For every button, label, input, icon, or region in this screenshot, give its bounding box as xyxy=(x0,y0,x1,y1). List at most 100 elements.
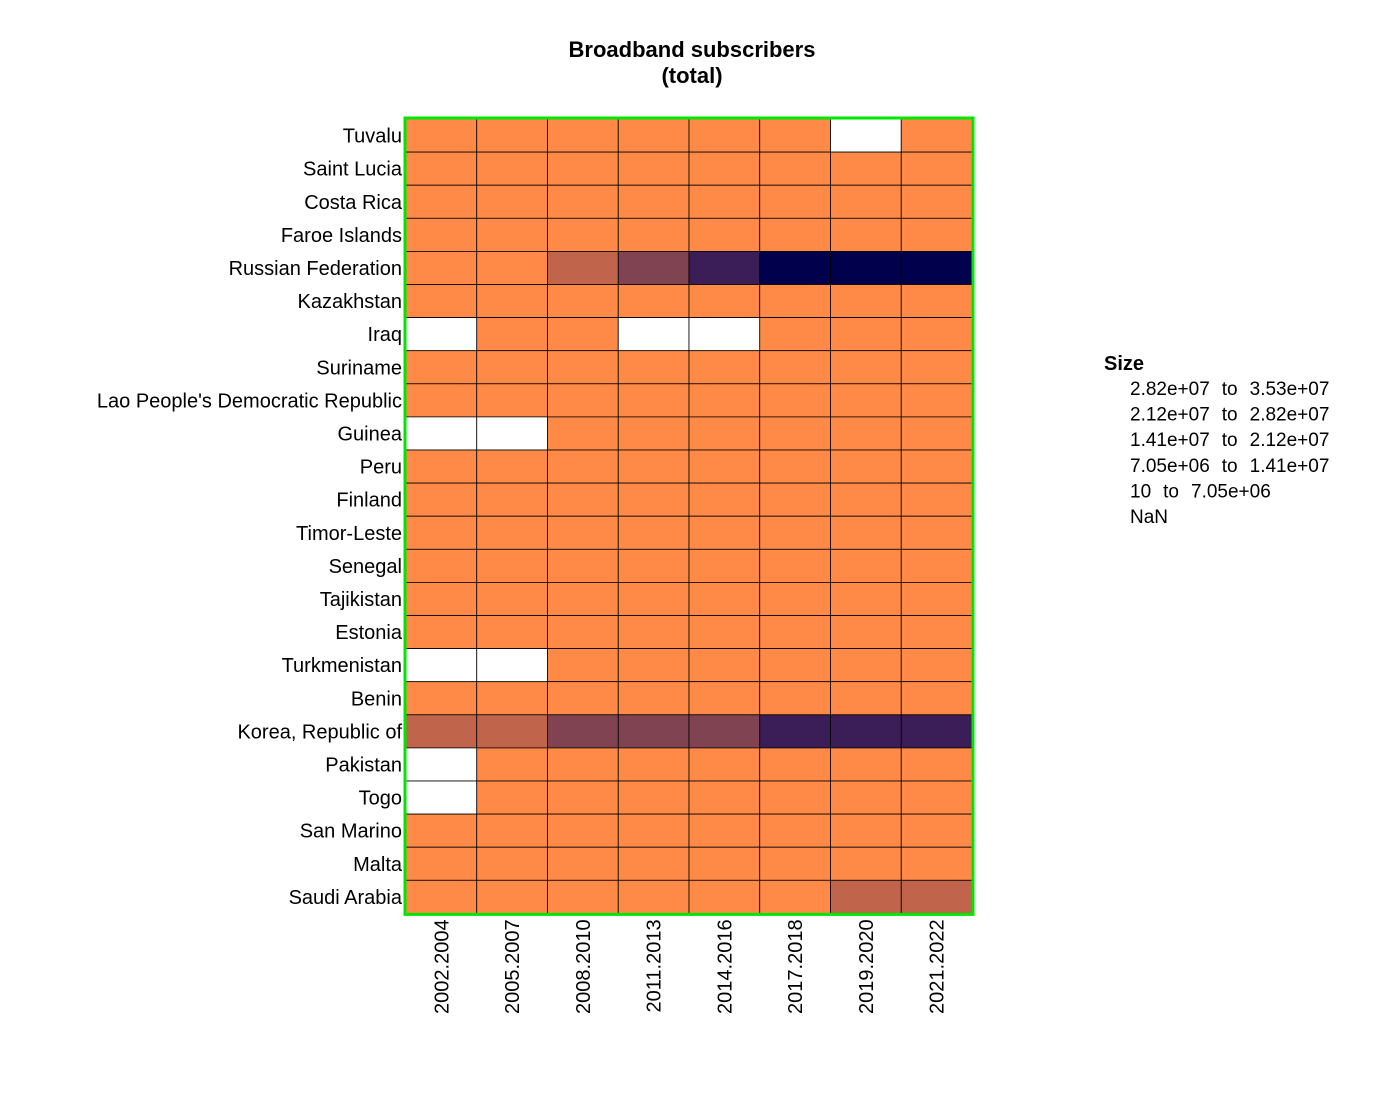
heatmap-cell xyxy=(547,416,619,451)
heatmap-cell xyxy=(405,416,478,451)
heatmap-cell xyxy=(617,714,690,749)
heatmap-cell xyxy=(547,217,619,252)
heatmap-cell xyxy=(617,250,690,285)
heatmap-cell xyxy=(547,515,619,550)
heatmap-cell xyxy=(547,250,619,285)
legend-entry: NaN xyxy=(1130,507,1168,528)
legend-title: Size xyxy=(1104,353,1144,375)
heatmap-cell xyxy=(617,217,690,252)
heatmap-cell xyxy=(830,879,902,914)
heatmap-cell xyxy=(405,813,478,848)
heatmap-cell xyxy=(830,714,902,749)
heatmap-cell xyxy=(759,879,831,914)
heatmap-cell xyxy=(688,780,761,815)
heatmap-cell xyxy=(405,846,478,881)
heatmap-cell xyxy=(900,780,973,815)
heatmap-cell xyxy=(759,846,831,881)
y-tick-label: Saint Lucia xyxy=(303,159,403,181)
heatmap-cell xyxy=(476,780,548,815)
heatmap-cell xyxy=(830,548,902,583)
heatmap-cell xyxy=(617,350,690,385)
heatmap-cell xyxy=(476,747,548,782)
heatmap-cell xyxy=(405,681,478,716)
heatmap-cell xyxy=(476,217,548,252)
legend-entry: 1.41e+07 to 2.12e+07 xyxy=(1130,430,1329,451)
legend-entry-label: 7.05e+06 to 1.41e+07 xyxy=(1130,456,1329,477)
heatmap-cell xyxy=(547,780,619,815)
heatmap-cell xyxy=(759,250,831,285)
heatmap-cell xyxy=(617,151,690,186)
heatmap-cell xyxy=(900,846,973,881)
heatmap-cell xyxy=(405,449,478,484)
heatmap-cell xyxy=(900,118,973,153)
heatmap-cell xyxy=(688,383,761,418)
heatmap-cell xyxy=(900,151,973,186)
heatmap-cell xyxy=(830,482,902,517)
heatmap-cell xyxy=(617,118,690,153)
heatmap-cell xyxy=(900,350,973,385)
heatmap-cell xyxy=(830,350,902,385)
heatmap-cell xyxy=(900,482,973,517)
x-tick-label: 2002.2004 xyxy=(431,919,453,1014)
heatmap-cell xyxy=(759,648,831,683)
heatmap-cell xyxy=(617,615,690,649)
legend-entry: 7.05e+06 to 1.41e+07 xyxy=(1130,456,1329,477)
heatmap-cell xyxy=(759,548,831,583)
heatmap-cell xyxy=(900,879,973,914)
heatmap-cell xyxy=(688,449,761,484)
heatmap-cell xyxy=(900,217,973,252)
heatmap-cell xyxy=(830,681,902,716)
y-tick-label: Russian Federation xyxy=(229,258,402,280)
heatmap-cell xyxy=(900,284,973,318)
heatmap-cell xyxy=(476,548,548,583)
heatmap-cell xyxy=(476,317,548,352)
heatmap-cell xyxy=(476,151,548,186)
y-axis-labels: Tuvalu Saint Lucia Costa Rica Faroe Islands… xyxy=(97,126,403,909)
heatmap-cell xyxy=(830,416,902,451)
heatmap-cell xyxy=(688,217,761,252)
heatmap-cell xyxy=(688,813,761,848)
heatmap-cell xyxy=(688,317,761,352)
heatmap-cell xyxy=(617,416,690,451)
heatmap-cell xyxy=(405,184,478,219)
heatmap-cell xyxy=(759,482,831,517)
heatmap-cell xyxy=(688,846,761,881)
heatmap-cell xyxy=(476,416,548,451)
heatmap-cell xyxy=(617,482,690,517)
legend-entry-label: 1.41e+07 to 2.12e+07 xyxy=(1130,430,1329,451)
heatmap-cell xyxy=(900,383,973,418)
heatmap-cell xyxy=(476,879,548,914)
heatmap-cell xyxy=(547,350,619,385)
heatmap-cell xyxy=(476,184,548,219)
heatmap-cell xyxy=(405,482,478,517)
heatmap-cell xyxy=(830,515,902,550)
heatmap-cell xyxy=(759,615,831,649)
heatmap-cell xyxy=(547,482,619,517)
heatmap-cell xyxy=(830,582,902,616)
heatmap-cell xyxy=(476,350,548,385)
heatmap-cell xyxy=(900,548,973,583)
heatmap-cell xyxy=(688,284,761,318)
heatmap-cell xyxy=(900,317,973,352)
heatmap-cell xyxy=(405,383,478,418)
heatmap-cell xyxy=(476,250,548,285)
heatmap-cell xyxy=(759,118,831,153)
heatmap-cell xyxy=(759,151,831,186)
heatmap-cell xyxy=(405,548,478,583)
heatmap-cell xyxy=(830,449,902,484)
heatmap-cell xyxy=(759,184,831,219)
heatmap-cell xyxy=(688,350,761,385)
heatmap-cell xyxy=(476,714,548,749)
heatmap-cell xyxy=(688,747,761,782)
heatmap-cell xyxy=(405,515,478,550)
heatmap-cell xyxy=(759,582,831,616)
heatmap-cell xyxy=(405,582,478,616)
heatmap-cell xyxy=(900,714,973,749)
heatmap-cell xyxy=(547,714,619,749)
heatmap-cell xyxy=(617,548,690,583)
heatmap-cell xyxy=(617,813,690,848)
y-tick-label: Peru xyxy=(360,457,402,479)
heatmap-cell xyxy=(900,813,973,848)
heatmap-cell xyxy=(547,317,619,352)
